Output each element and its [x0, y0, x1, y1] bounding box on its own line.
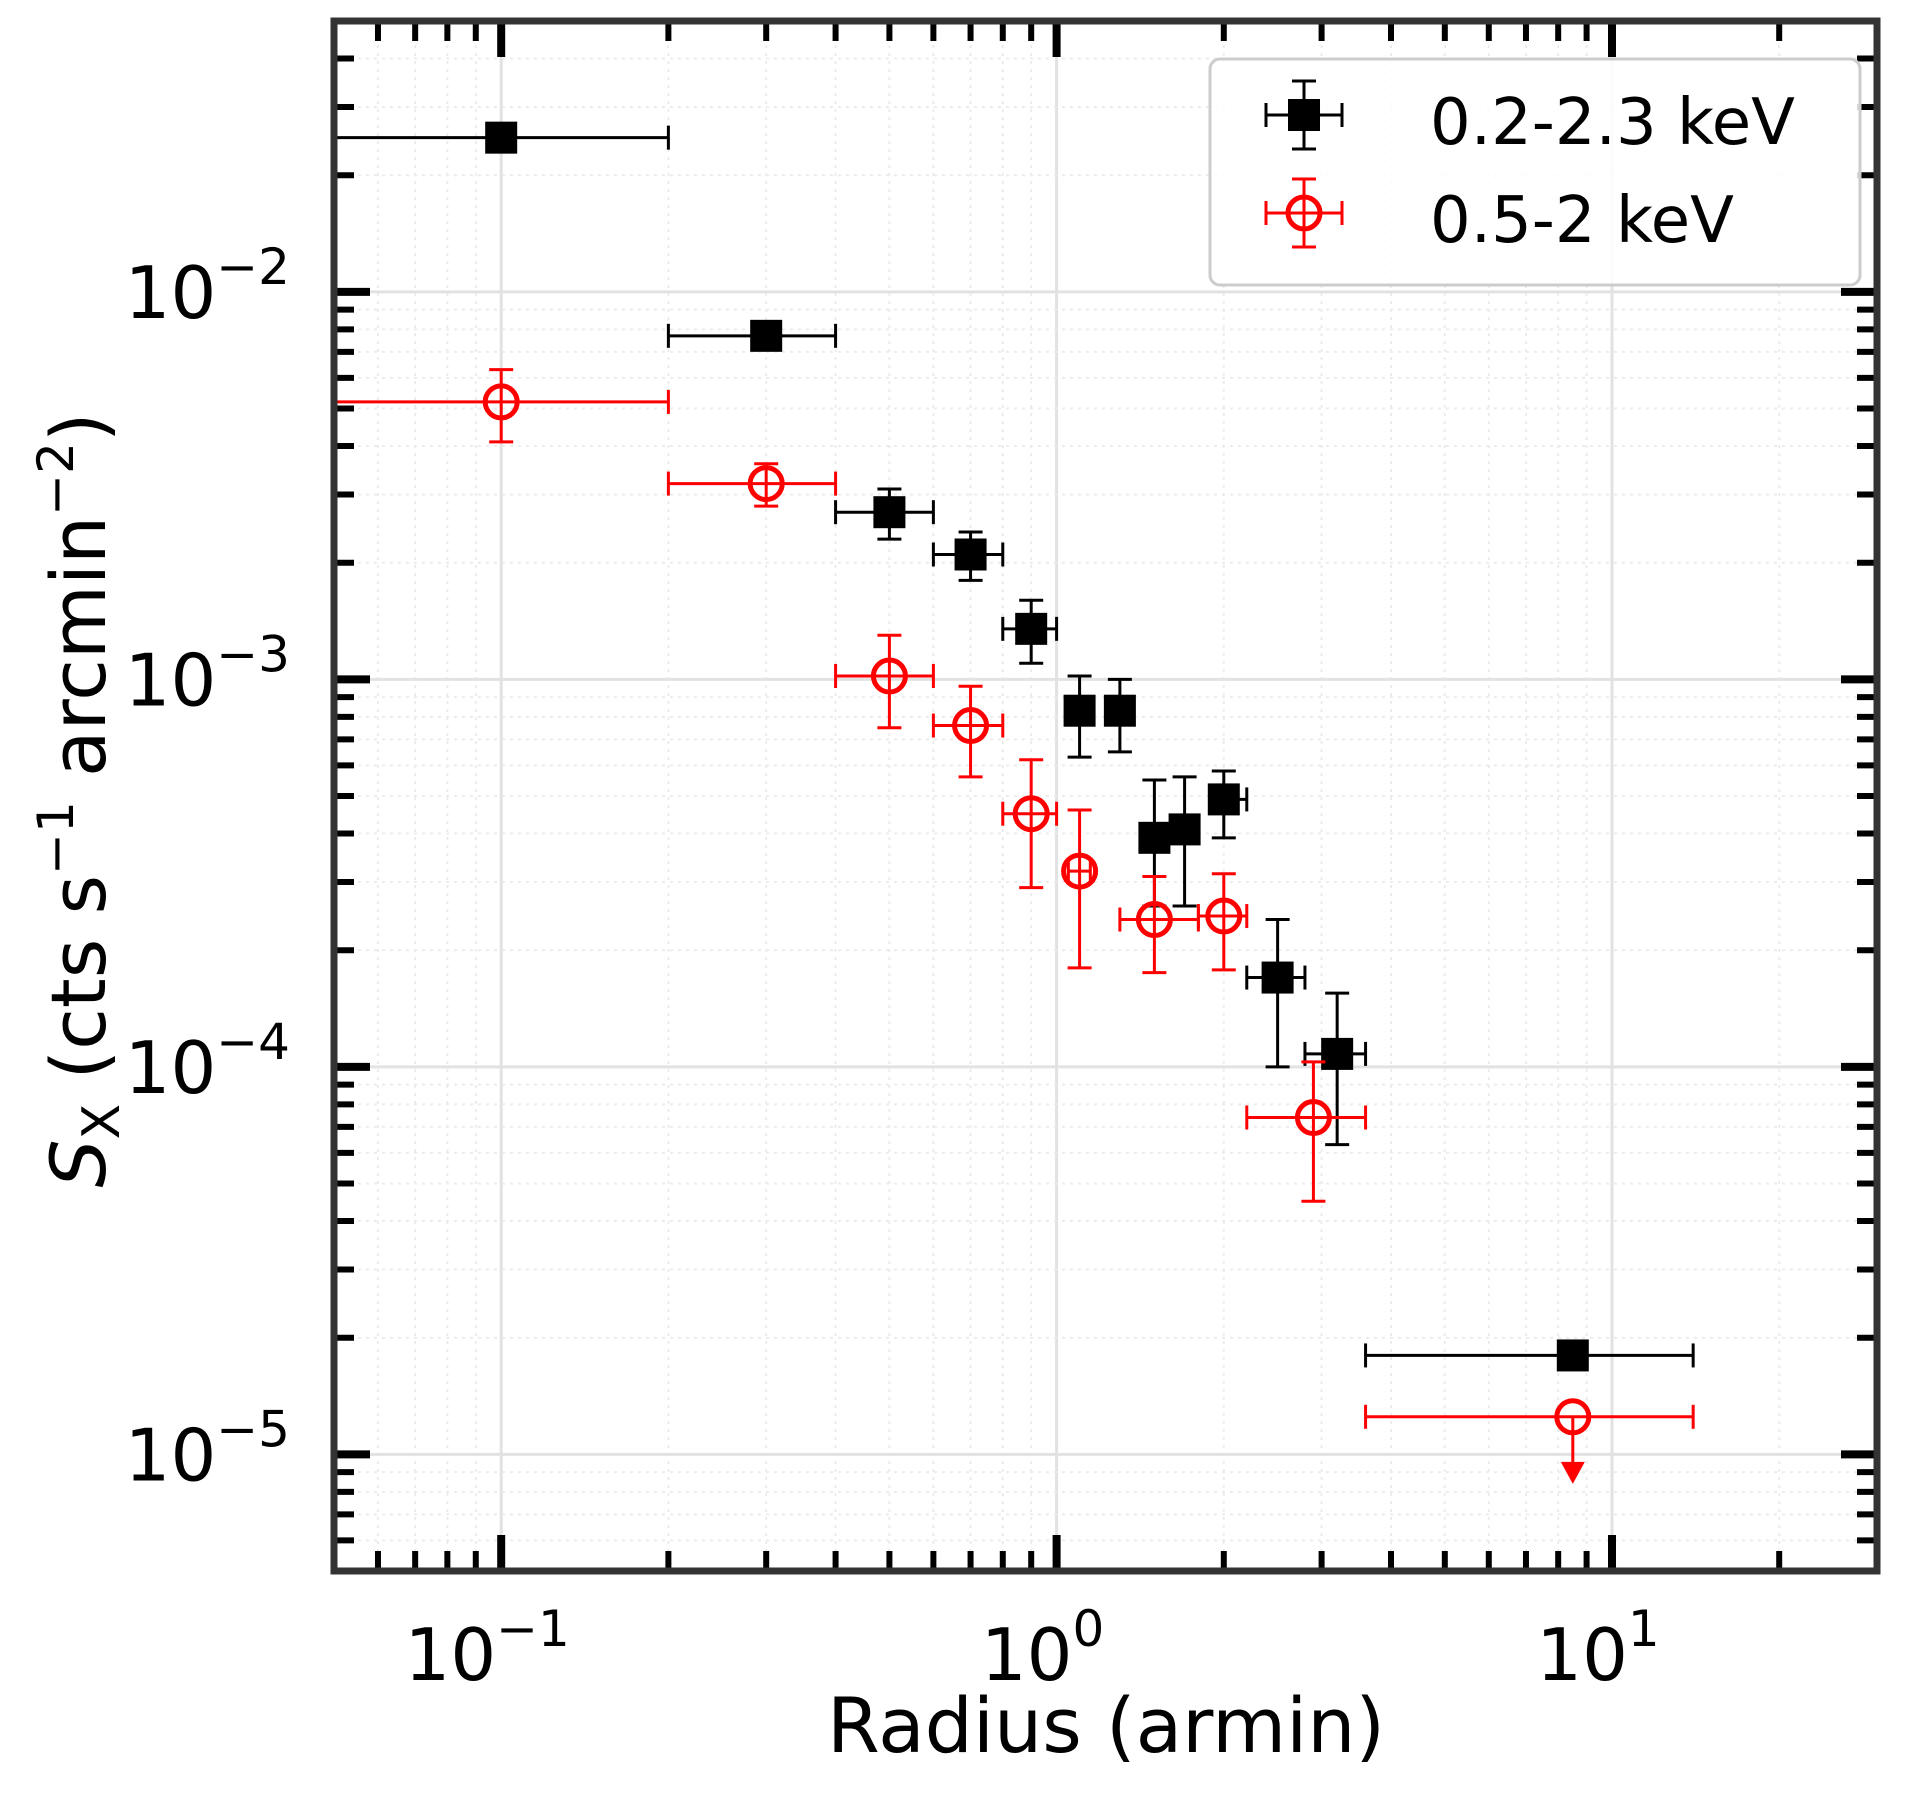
y-label-unit-mid: arcmin — [34, 516, 123, 801]
legend: 0.2-2.3 keV 0.5-2 keV — [1208, 57, 1862, 287]
data-marker — [1103, 694, 1136, 727]
x-tick-base: 10 — [981, 1613, 1073, 1697]
data-marker — [1015, 612, 1048, 645]
x-tick-label: 10−1 — [405, 1600, 570, 1697]
data-marker — [1554, 1398, 1592, 1436]
data-marker — [952, 707, 990, 745]
y-tick-base: 10 — [125, 1026, 217, 1110]
upper-limit-arrow — [1560, 1461, 1585, 1484]
data-points — [334, 121, 1695, 1484]
data-marker — [1205, 897, 1243, 935]
data-marker — [1207, 783, 1240, 816]
data-point — [334, 121, 670, 154]
x-tick-exponent: 0 — [1073, 1600, 1105, 1658]
legend-box — [1208, 57, 1862, 287]
data-point — [1061, 808, 1099, 970]
data-point — [1303, 991, 1368, 1147]
data-point — [1001, 758, 1059, 890]
y-tick-label: 10−5 — [125, 1400, 290, 1497]
data-marker — [1135, 901, 1173, 939]
y-tick-exponent: −4 — [216, 1013, 290, 1071]
data-marker — [750, 319, 783, 352]
y-label-unit-close: ) — [34, 412, 123, 442]
y-tick-base: 10 — [125, 638, 217, 722]
data-point — [931, 684, 1005, 779]
plot-frame — [330, 17, 1881, 1575]
data-marker — [1168, 813, 1201, 846]
y-label-exp2: −2 — [27, 442, 85, 516]
series-1 — [334, 368, 1695, 1484]
y-tick-exponent: −5 — [216, 1400, 290, 1458]
data-marker — [954, 538, 987, 571]
data-point — [834, 487, 935, 541]
series-0 — [334, 121, 1695, 1372]
y-tick-base: 10 — [125, 251, 217, 335]
data-marker — [1063, 694, 1096, 727]
data-point — [334, 368, 670, 444]
data-point — [931, 530, 1005, 582]
data-point — [1001, 598, 1059, 665]
data-marker — [1294, 1099, 1332, 1137]
data-marker — [747, 465, 785, 503]
y-label-exp1: −1 — [27, 801, 85, 875]
data-marker — [482, 383, 520, 421]
data-point — [666, 462, 838, 508]
y-tick-label: 10−3 — [125, 625, 290, 722]
legend-label-1: 0.5-2 keV — [1430, 184, 1734, 258]
legend-symbol — [1285, 194, 1323, 232]
y-tick-exponent: −2 — [216, 238, 290, 296]
y-tick-label: 10−4 — [125, 1013, 290, 1110]
x-tick-exponent: −1 — [496, 1600, 570, 1658]
x-tick-base: 10 — [405, 1613, 497, 1697]
data-point — [666, 319, 838, 352]
data-point — [1168, 775, 1201, 908]
y-label-unit-open: (cts s — [34, 875, 123, 1104]
x-tick-label: 100 — [981, 1600, 1104, 1697]
data-point — [834, 633, 935, 730]
data-point — [1103, 677, 1136, 754]
legend-symbol — [1288, 99, 1320, 131]
x-tick-exponent: 1 — [1628, 1600, 1660, 1658]
y-axis-label: SX (cts s−1 arcmin−2) — [27, 412, 132, 1187]
x-tick-base: 10 — [1536, 1613, 1628, 1697]
data-point — [1196, 872, 1249, 972]
data-point — [1364, 1398, 1695, 1484]
data-marker — [873, 496, 906, 529]
data-point — [1207, 769, 1249, 840]
data-point — [1245, 1060, 1368, 1203]
data-marker — [1138, 821, 1171, 854]
data-marker — [1012, 795, 1050, 833]
x-tick-label: 101 — [1536, 1600, 1659, 1697]
data-point — [1245, 918, 1307, 1069]
legend-marker-black-square — [1264, 79, 1344, 151]
legend-label-0: 0.2-2.3 keV — [1430, 86, 1795, 160]
y-label-subscript: X — [72, 1104, 132, 1140]
y-tick-exponent: −3 — [216, 625, 290, 683]
data-marker — [1061, 852, 1099, 890]
data-point — [1063, 674, 1096, 759]
x-axis-label: Radius (armin) — [827, 1681, 1385, 1770]
data-marker — [1556, 1339, 1589, 1372]
grid-lines — [333, 20, 1878, 1571]
data-point — [1364, 1339, 1695, 1372]
data-marker — [1261, 961, 1294, 994]
data-marker — [485, 121, 518, 154]
data-point — [1118, 874, 1200, 975]
data-marker — [1321, 1037, 1354, 1070]
data-marker — [870, 657, 908, 695]
y-tick-label: 10−2 — [125, 238, 290, 335]
y-label-symbol: S — [34, 1139, 123, 1187]
y-tick-base: 10 — [125, 1413, 217, 1497]
legend-marker-red-circle — [1264, 177, 1344, 249]
